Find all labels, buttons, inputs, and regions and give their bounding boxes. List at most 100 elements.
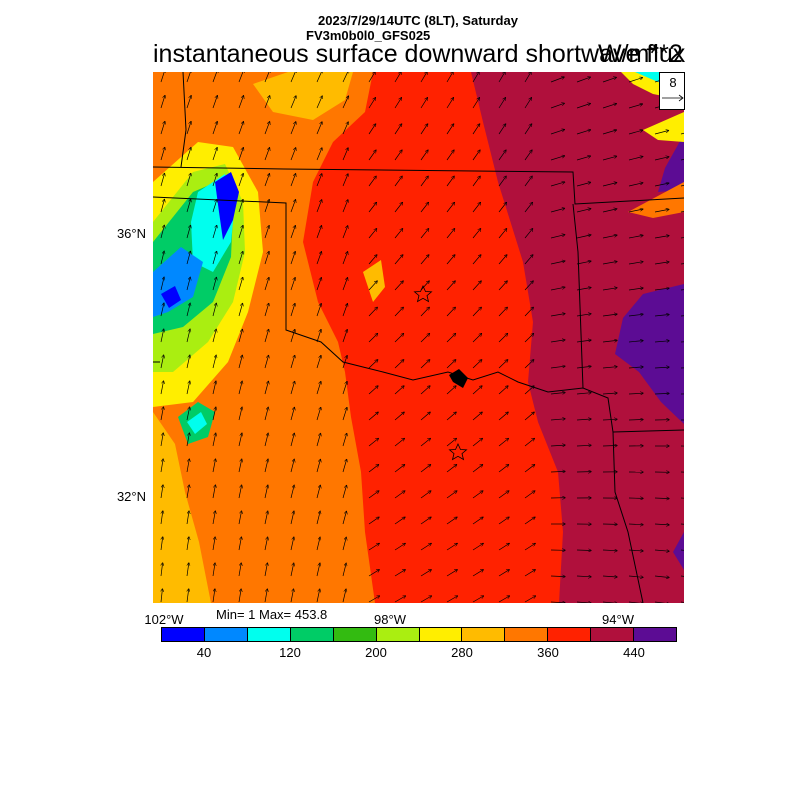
wind-vector — [264, 459, 268, 473]
wind-vector — [290, 433, 294, 447]
wind-vector — [628, 157, 643, 161]
wind-vector — [498, 72, 505, 83]
wind-vector — [472, 465, 483, 473]
wind-vector — [394, 307, 403, 317]
wind-vector — [394, 98, 401, 109]
wind-vector — [212, 72, 218, 83]
wind-vector — [368, 203, 376, 213]
wind-vector — [238, 485, 242, 499]
wind-vector — [446, 98, 453, 109]
wind-vector — [368, 570, 379, 577]
wind-vector — [498, 386, 508, 395]
wind-vector — [498, 150, 506, 161]
lon-label-98w: 98°W — [374, 612, 406, 627]
wind-vector — [342, 148, 348, 161]
wind-vector — [342, 486, 347, 499]
wind-vector — [576, 130, 590, 135]
wind-vector — [316, 485, 320, 499]
wind-vector — [316, 330, 321, 343]
reference-vector-arrow — [662, 94, 684, 102]
wind-vector — [316, 122, 322, 135]
wind-vector — [550, 287, 565, 291]
wind-vector — [680, 289, 684, 291]
wind-vector — [394, 596, 405, 603]
wind-vector — [446, 72, 453, 83]
wind-vector — [498, 465, 509, 473]
wind-vector — [342, 278, 348, 291]
wind-vector — [316, 72, 322, 83]
cloud-blue-2 — [161, 286, 181, 308]
wind-vector — [186, 459, 189, 473]
wind-vector — [316, 278, 321, 291]
colorbar-swatch — [290, 628, 334, 641]
wind-vector — [654, 367, 669, 368]
field-amber-north — [253, 72, 353, 120]
wind-vector — [576, 340, 591, 343]
wind-vector — [238, 72, 244, 83]
wind-vector — [238, 96, 244, 109]
wind-vector — [524, 281, 533, 291]
wind-vector — [160, 511, 163, 525]
wind-vector — [420, 360, 430, 369]
wind-vector — [446, 465, 457, 473]
wind-vector — [238, 304, 243, 317]
wind-vector — [498, 203, 506, 213]
state-boundaries — [153, 72, 684, 603]
wind-vector — [602, 602, 617, 603]
wind-vector — [238, 278, 243, 291]
wind-vector — [264, 407, 268, 421]
wind-vector — [524, 360, 534, 369]
wind-vector — [550, 182, 565, 187]
wind-vector — [212, 563, 215, 577]
wind-vector — [420, 334, 430, 343]
lat-label-36n: 36°N — [116, 226, 146, 241]
wind-vector — [186, 96, 191, 109]
wind-vector — [290, 72, 296, 83]
wind-vector — [212, 537, 215, 551]
star-marker — [448, 443, 468, 461]
colorbar — [161, 627, 677, 642]
wind-vector — [420, 386, 430, 395]
wind-vector — [368, 491, 379, 499]
wind-vector — [602, 209, 617, 213]
wind-vector — [368, 176, 376, 187]
wind-vector — [290, 330, 295, 343]
wind-vector — [186, 537, 189, 551]
wind-vector — [264, 537, 268, 551]
wind-vector — [524, 307, 533, 317]
wind-vector — [290, 485, 294, 499]
wind-vector — [264, 72, 270, 83]
wind-vector — [264, 433, 268, 447]
min-max-text: Min= 1 Max= 453.8 — [216, 607, 328, 622]
wind-vector — [290, 589, 294, 603]
wind-vector — [394, 281, 403, 291]
wind-vector — [680, 549, 684, 551]
wind-vector — [576, 576, 591, 577]
wind-vector — [576, 550, 591, 551]
wind-vector — [576, 419, 591, 420]
wind-vector — [602, 419, 617, 420]
colorbar-swatch — [548, 628, 592, 641]
wind-vector — [290, 304, 295, 317]
wind-vector — [264, 252, 269, 265]
colorbar-swatch — [634, 628, 677, 641]
wind-vector — [238, 355, 242, 369]
wind-vector — [186, 251, 190, 265]
wind-vector — [316, 460, 320, 473]
wind-vector — [316, 356, 321, 369]
wind-vector — [212, 381, 216, 395]
wind-vector — [342, 382, 347, 395]
wind-vector — [160, 329, 164, 343]
wind-vector — [524, 596, 535, 603]
reference-vector-box: 8 — [659, 72, 685, 110]
wind-vector — [342, 460, 347, 473]
wind-vector — [186, 433, 189, 447]
wind-vector — [420, 255, 429, 265]
wind-vector — [446, 176, 454, 187]
wind-vector — [550, 235, 565, 239]
wind-vector — [186, 277, 190, 291]
wind-vector — [420, 72, 427, 83]
wind-vector — [472, 203, 480, 213]
wind-vector — [524, 386, 534, 395]
wind-vector — [498, 229, 507, 239]
